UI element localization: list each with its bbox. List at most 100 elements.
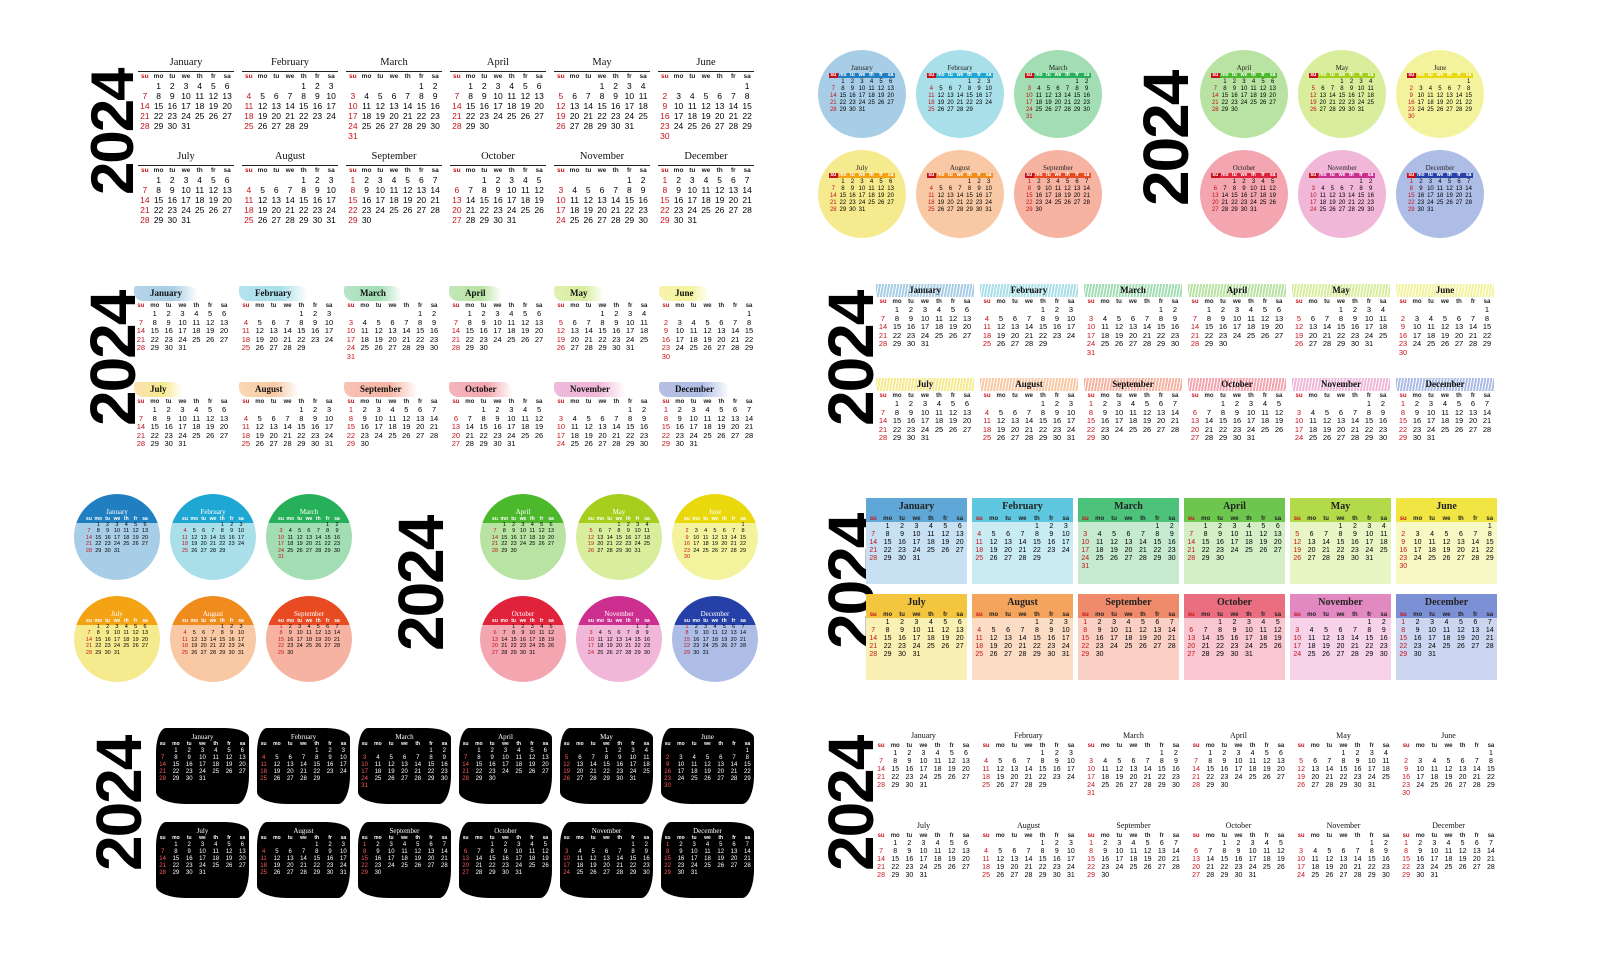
day-cell [1337,178,1347,185]
day-cell: 5 [1456,399,1462,408]
day-cell: 23 [430,110,440,121]
day-cell: 10 [506,184,517,195]
day-cell: 22 [892,330,902,340]
day-cell [1025,78,1035,85]
day-cell: 12 [996,322,1006,331]
week-row: 14 15 16 17 18 19 20 [84,637,149,644]
day-cell: 2 [1349,78,1354,85]
day-cell: 9 [676,184,681,195]
week-row: 16 17 18 19 20 21 22 [1396,546,1497,554]
weekday-tu: tu [287,741,293,747]
month-header: October [459,822,552,835]
week-row: 21 22 23 24 25 26 27 [134,431,231,440]
day-cell: 10 [296,630,303,637]
weekday-sa: sa [430,303,438,309]
day-cell: 31 [858,106,866,113]
week-row: 30 [1396,348,1494,357]
day-cell: 23 [975,199,983,206]
month-name: April [1188,284,1286,297]
day-cell: 6 [240,842,245,848]
week-row: 9 10 11 12 13 14 15 [1396,538,1497,546]
day-cell: 4 [572,413,577,423]
weekday-we: we [1024,833,1033,839]
day-cell: 19 [556,110,566,121]
day-cell: 12 [1259,85,1267,92]
month-name: September [344,382,418,397]
weekday-sa: sa [644,617,650,624]
day-cell: 21 [1221,199,1229,206]
day-cell: 16 [1379,635,1388,642]
day-cell: 8 [894,313,900,323]
day-cell: 14 [589,762,597,768]
day-cell: 24 [1067,774,1075,781]
day-cell: 26 [1262,774,1271,781]
day-cell: 20 [728,194,739,205]
day-cell: 31 [1067,872,1075,879]
day-cell: 31 [507,439,516,448]
day-cell: 10 [529,630,536,637]
day-cell: 2 [481,309,486,318]
day-cell: 15 [892,416,902,425]
day-cell: 15 [219,534,226,541]
day-cell: 5 [1311,85,1315,92]
day-cell [1082,113,1092,120]
day-cell: 2 [503,842,508,848]
day-cell: 27 [324,643,331,650]
day-cell: 4 [936,399,942,408]
weekday-we: we [1121,516,1136,522]
week-row: 21 22 23 24 25 26 27 [1184,546,1285,554]
day-cell: 17 [113,534,121,541]
weekday-su: su [1192,743,1200,749]
day-cell [385,782,398,789]
day-cell [959,781,973,789]
day-cell: 6 [732,842,736,848]
day-cell: 29 [883,651,892,658]
day-cell: 29 [634,649,641,656]
day-cell: 3 [564,849,569,855]
day-cell: 9 [1049,531,1054,538]
day-cell: 28 [429,430,439,440]
day-cell: 18 [244,204,254,215]
day-cell [1165,650,1179,658]
day-cell [1319,522,1333,530]
day-table: su mo tu we th fr sa 1 2 3 4 5 6 7 8 9 10 11 12 13 14 15 16 17 1… [490,618,555,657]
weekday-sa: sa [962,833,970,839]
day-cell [401,130,415,140]
day-cell: 10 [858,185,866,192]
week-row: 16 17 18 19 20 21 22 [658,110,754,121]
day-cell: 11 [123,630,130,637]
day-cell [1008,399,1022,408]
day-cell: 27 [1307,555,1316,562]
day-cell [866,618,880,626]
month-header: June [659,283,756,303]
day-cell: 24 [324,334,334,344]
day-cell [281,309,295,318]
day-cell [281,405,295,414]
day-table: su mo tu we th fr sa 1 2 3 4 5 6 7 8 9 10 11 12 13 14 15 16 17 1… [926,172,994,213]
day-cell: 1 [350,174,356,185]
day-cell [1141,749,1155,757]
month-name: November [1290,594,1391,612]
day-cell: 27 [239,769,246,775]
day-cell [1059,554,1073,562]
weekday-tu: tu [511,515,516,522]
day-cell: 16 [1047,635,1056,642]
day-cell: 17 [113,636,121,643]
day-cell: 27 [1273,547,1282,554]
weekday-header: su mo tu we th fr sa [449,303,546,309]
day-cell: 24 [326,204,336,215]
day-cell: 2 [1054,840,1059,847]
weekday-su: su [182,515,188,522]
day-cell: 24 [1417,106,1425,113]
month-name: August [293,827,314,835]
day-cell [1454,650,1468,658]
day-cell: 9 [230,630,234,637]
weekday-we: we [603,835,610,841]
day-cell: 14 [1143,766,1152,773]
day-cell: 8 [1340,85,1344,92]
day-cell [220,214,234,224]
day-cell: 3 [1068,399,1074,408]
day-cell: 30 [310,439,320,448]
day-cell [372,309,386,318]
